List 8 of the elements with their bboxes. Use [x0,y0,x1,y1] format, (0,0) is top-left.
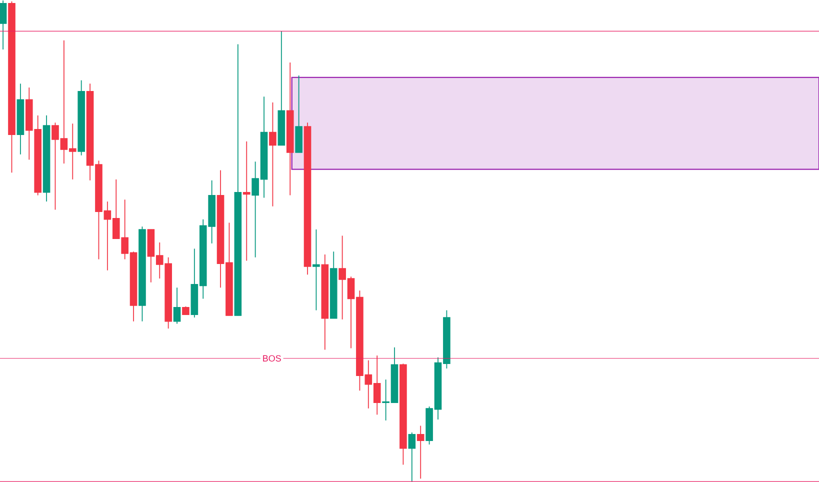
candlestick [173,287,181,324]
candlestick [408,432,416,482]
candlestick [416,425,424,480]
ref-line-label: BOS [263,355,281,362]
candlestick [0,0,7,50]
candlestick [312,229,320,311]
candlestick [242,140,250,262]
candlestick [269,102,276,207]
